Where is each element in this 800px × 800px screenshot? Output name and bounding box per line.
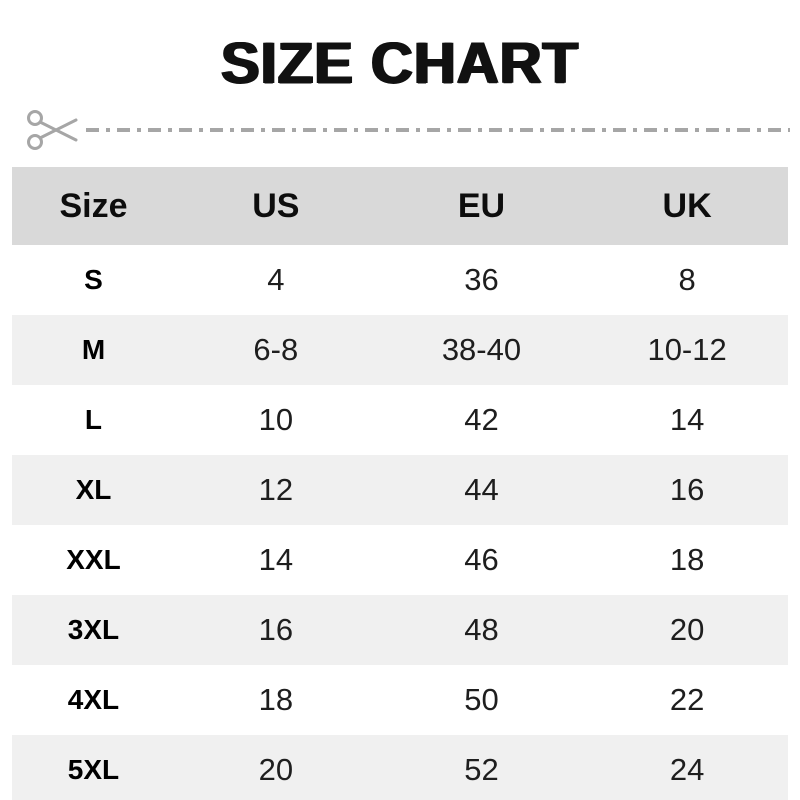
size-label-cell: 3XL bbox=[67, 614, 120, 645]
size-label-cell: XXL bbox=[66, 544, 121, 575]
size-value-cell: 50 bbox=[464, 682, 499, 717]
size-value-cell: 8 bbox=[678, 262, 696, 297]
size-label-cell: XL bbox=[75, 474, 112, 505]
size-value-cell: 6-8 bbox=[253, 332, 299, 367]
size-value-cell: 18 bbox=[669, 542, 705, 577]
size-value-cell: 20 bbox=[669, 612, 705, 647]
table-row: M 6-8 38-40 10-12 bbox=[12, 315, 788, 385]
size-value-cell: 44 bbox=[464, 472, 499, 507]
table-row: 3XL 16 48 20 bbox=[12, 595, 788, 665]
column-header-us: US bbox=[252, 186, 300, 225]
table-row: XXL 14 46 18 bbox=[12, 525, 788, 595]
size-label-cell: M bbox=[81, 334, 106, 365]
dashed-cut-line bbox=[86, 128, 790, 132]
size-value-cell: 18 bbox=[258, 682, 294, 717]
size-value-cell: 14 bbox=[669, 402, 705, 437]
table-row: S 4 36 8 bbox=[12, 245, 788, 315]
size-value-cell: 42 bbox=[464, 402, 499, 437]
table-row: XL 12 44 16 bbox=[12, 455, 788, 525]
size-value-cell: 16 bbox=[258, 612, 294, 647]
cut-line bbox=[0, 107, 800, 153]
size-label-cell: L bbox=[84, 404, 103, 435]
size-table: Size US EU UK S 4 36 8 M 6-8 38-40 10-12 L 10 42 14 XL 1… bbox=[12, 167, 788, 800]
column-header-uk: UK bbox=[662, 186, 712, 225]
size-value-cell: 20 bbox=[258, 752, 294, 787]
page-title: SIZE CHART bbox=[221, 31, 579, 96]
table-header-row: Size US EU UK bbox=[12, 167, 788, 245]
size-value-cell: 22 bbox=[669, 682, 705, 717]
size-value-cell: 52 bbox=[464, 752, 499, 787]
size-label-cell: 4XL bbox=[67, 684, 120, 715]
size-value-cell: 36 bbox=[464, 262, 499, 297]
table-row: 5XL 20 52 24 bbox=[12, 735, 788, 800]
size-value-cell: 16 bbox=[669, 472, 705, 507]
size-value-cell: 4 bbox=[267, 262, 285, 297]
size-value-cell: 12 bbox=[258, 472, 294, 507]
size-value-cell: 10-12 bbox=[647, 332, 727, 367]
size-label-cell: S bbox=[84, 264, 103, 295]
column-header-eu: EU bbox=[457, 186, 506, 225]
size-label-cell: 5XL bbox=[67, 754, 120, 785]
size-value-cell: 38-40 bbox=[441, 332, 522, 367]
column-header-size: Size bbox=[59, 186, 128, 225]
table-row: 4XL 18 50 22 bbox=[12, 665, 788, 735]
size-value-cell: 14 bbox=[258, 542, 294, 577]
scissors-icon bbox=[26, 108, 82, 152]
size-value-cell: 24 bbox=[669, 752, 705, 787]
size-value-cell: 46 bbox=[464, 542, 499, 577]
size-value-cell: 48 bbox=[464, 612, 499, 647]
size-value-cell: 10 bbox=[258, 402, 294, 437]
table-row: L 10 42 14 bbox=[12, 385, 788, 455]
